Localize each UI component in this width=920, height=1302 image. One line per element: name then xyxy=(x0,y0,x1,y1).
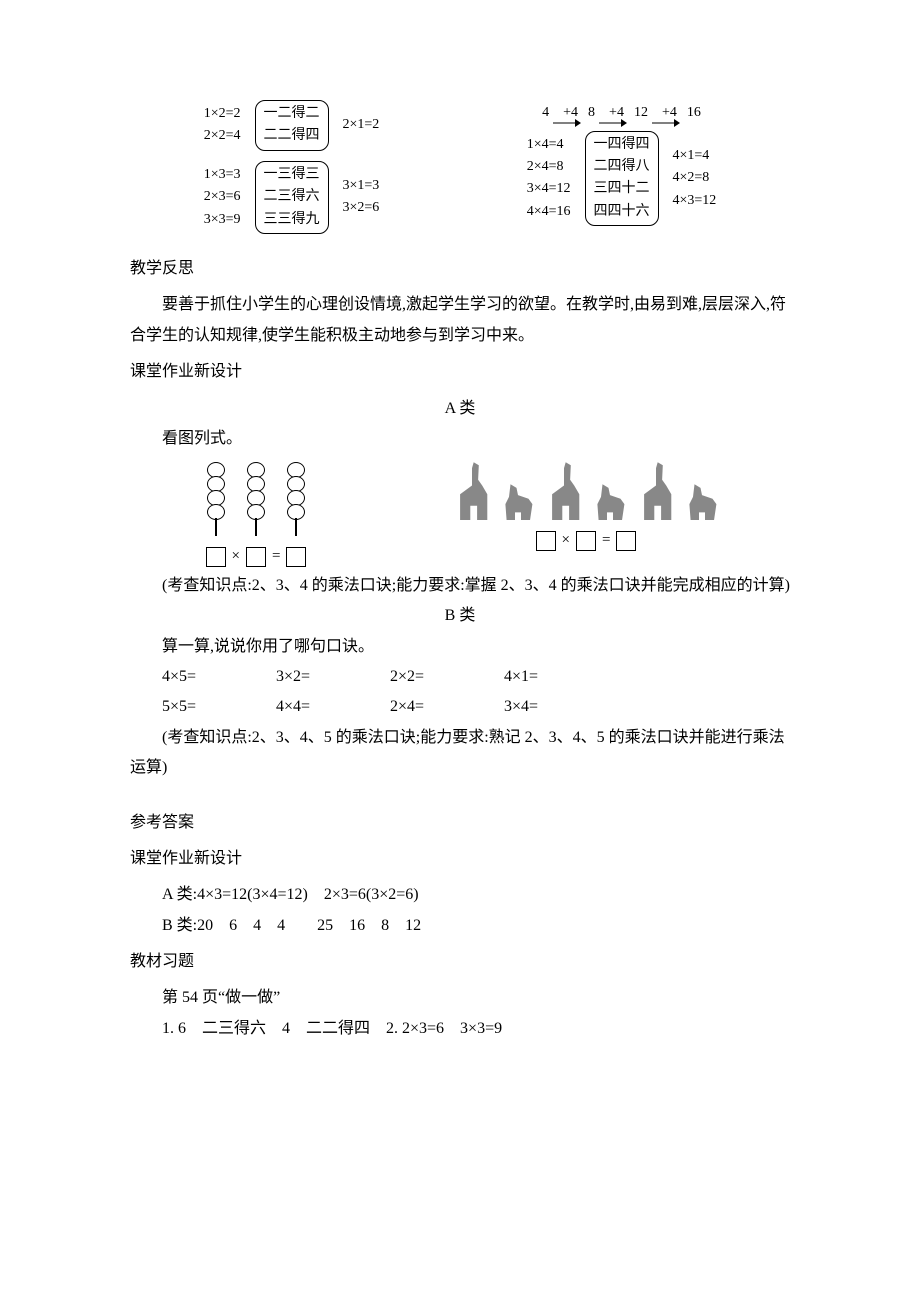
reflection-heading: 教学反思 xyxy=(130,254,790,284)
calc-item: 3×2= xyxy=(276,662,386,692)
times-sign: × xyxy=(232,542,240,571)
group-3-row: 1×3=3 2×3=6 3×3=9 一三得三 二三得六 三三得九 3×1=3 3… xyxy=(204,161,380,234)
arrow-node: 12 xyxy=(634,100,648,127)
a-class-label: A 类 xyxy=(130,394,790,424)
koujue: 一二得二 xyxy=(264,103,320,125)
koujue: 二三得六 xyxy=(264,186,320,208)
blank-expression: × = xyxy=(206,542,307,571)
group-2-row: 1×2=2 2×2=4 一二得二 二二得四 2×1=2 xyxy=(204,100,380,151)
add4-arrow-row: 4 +4 8 +4 12 +4 16 xyxy=(542,100,701,127)
calc-item: 4×5= xyxy=(162,662,272,692)
sticks-group: × = xyxy=(203,462,309,571)
group3-left-eqs: 1×3=3 2×3=6 3×3=9 xyxy=(204,164,241,231)
answers-sub1: 课堂作业新设计 xyxy=(130,844,790,874)
eq: 1×3=3 xyxy=(204,164,241,186)
sticks-row xyxy=(203,462,309,536)
group-4-row: 1×4=4 2×4=8 3×4=12 4×4=16 一四得四 二四得八 三四十二… xyxy=(527,131,717,227)
group-2-3-block: 1×2=2 2×2=4 一二得二 二二得四 2×1=2 1×3=3 2×3=6 … xyxy=(204,100,380,234)
answers-a-line: A 类:4×3=12(3×4=12) 2×3=6(3×2=6) xyxy=(130,880,790,910)
koujue: 二二得四 xyxy=(264,125,320,147)
group4-left-eqs: 1×4=4 2×4=8 3×4=12 4×4=16 xyxy=(527,134,571,224)
animals-group: × = xyxy=(455,462,717,571)
goat-icon xyxy=(687,484,717,520)
eq: 4×4=16 xyxy=(527,201,571,223)
group4-koujue-box: 一四得四 二四得八 三四十二 四四十六 xyxy=(585,131,659,227)
b-calc-row-1: 4×5= 3×2= 2×2= 4×1= xyxy=(162,662,790,692)
eq: 3×3=9 xyxy=(204,209,241,231)
arrow-label: +4 xyxy=(662,100,677,127)
b-calc-row-2: 5×5= 4×4= 2×4= 3×4= xyxy=(162,692,790,722)
reflection-body: 要善于抓住小学生的心理创设情境,激起学生学习的欲望。在教学时,由易到难,层层深入… xyxy=(130,290,790,351)
calc-item: 3×4= xyxy=(504,692,614,722)
blank-box xyxy=(576,531,596,551)
goat-icon xyxy=(595,484,625,520)
blank-box xyxy=(206,547,226,567)
arrow-node: 16 xyxy=(687,100,701,127)
koujue: 二四得八 xyxy=(594,156,650,178)
eq: 4×2=8 xyxy=(673,167,717,189)
eq: 3×1=3 xyxy=(343,175,380,197)
blank-box xyxy=(246,547,266,567)
times-sign: × xyxy=(562,526,570,555)
eq: 2×4=8 xyxy=(527,156,571,178)
calc-item: 2×4= xyxy=(390,692,500,722)
answers-sub2: 教材习题 xyxy=(130,947,790,977)
koujue: 四四十六 xyxy=(594,201,650,223)
arrow-node: 8 xyxy=(588,100,595,127)
calc-item: 2×2= xyxy=(390,662,500,692)
eq: 2×3=6 xyxy=(204,186,241,208)
blank-expression: × = xyxy=(536,526,637,555)
b-class-note: (考查知识点:2、3、4、5 的乘法口诀;能力要求:熟记 2、3、4、5 的乘法… xyxy=(130,723,790,784)
homework-heading: 课堂作业新设计 xyxy=(130,357,790,387)
b-class-label: B 类 xyxy=(130,601,790,631)
a-class-note: (考查知识点:2、3、4 的乘法口诀;能力要求:掌握 2、3、4 的乘法口诀并能… xyxy=(130,571,790,601)
goat-icon xyxy=(503,484,533,520)
animals-row xyxy=(455,462,717,520)
b-class-prompt: 算一算,说说你用了哪句口诀。 xyxy=(130,632,790,662)
ball-stick xyxy=(283,462,309,536)
blank-box xyxy=(536,531,556,551)
ball-stick xyxy=(203,462,229,536)
giraffe-icon xyxy=(547,462,581,520)
eq: 4×1=4 xyxy=(673,145,717,167)
group2-koujue-box: 一二得二 二二得四 xyxy=(255,100,329,151)
giraffe-icon xyxy=(455,462,489,520)
koujue: 三四十二 xyxy=(594,178,650,200)
equals-sign: = xyxy=(602,526,610,555)
eq: 2×2=4 xyxy=(204,125,241,147)
answers-p54: 第 54 页“做一做” xyxy=(130,983,790,1013)
eq: 3×4=12 xyxy=(527,178,571,200)
giraffe-icon xyxy=(639,462,673,520)
koujue: 一四得四 xyxy=(594,134,650,156)
eq: 3×2=6 xyxy=(343,197,380,219)
a-class-prompt: 看图列式。 xyxy=(130,424,790,454)
group2-left-eqs: 1×2=2 2×2=4 xyxy=(204,103,241,148)
group4-right-eqs: 4×1=4 4×2=8 4×3=12 xyxy=(673,145,717,212)
arrow-label: +4 xyxy=(563,100,578,127)
arrow-node: 4 xyxy=(542,100,549,127)
koujue: 三三得九 xyxy=(264,209,320,231)
eq: 2×1=2 xyxy=(343,114,380,136)
calc-item: 4×4= xyxy=(276,692,386,722)
calc-item: 4×1= xyxy=(504,662,614,692)
answers-heading: 参考答案 xyxy=(130,808,790,838)
arrow-label: +4 xyxy=(609,100,624,127)
eq: 4×3=12 xyxy=(673,190,717,212)
group3-koujue-box: 一三得三 二三得六 三三得九 xyxy=(255,161,329,234)
group2-right-eqs: 2×1=2 xyxy=(343,114,380,136)
answers-b-line: B 类:20 6 4 4 25 16 8 12 xyxy=(130,911,790,941)
equals-sign: = xyxy=(272,542,280,571)
eq: 1×2=2 xyxy=(204,103,241,125)
blank-box xyxy=(286,547,306,567)
top-formula-diagrams: 1×2=2 2×2=4 一二得二 二二得四 2×1=2 1×3=3 2×3=6 … xyxy=(130,100,790,234)
blank-box xyxy=(616,531,636,551)
a-class-images: × = × = xyxy=(130,462,790,571)
answers-ex-line: 1. 6 二三得六 4 二二得四 2. 2×3=6 3×3=9 xyxy=(130,1014,790,1044)
ball-stick xyxy=(243,462,269,536)
group-4-block: 4 +4 8 +4 12 +4 16 1×4=4 xyxy=(527,100,717,234)
eq: 1×4=4 xyxy=(527,134,571,156)
group3-right-eqs: 3×1=3 3×2=6 xyxy=(343,175,380,220)
calc-item: 5×5= xyxy=(162,692,272,722)
koujue: 一三得三 xyxy=(264,164,320,186)
